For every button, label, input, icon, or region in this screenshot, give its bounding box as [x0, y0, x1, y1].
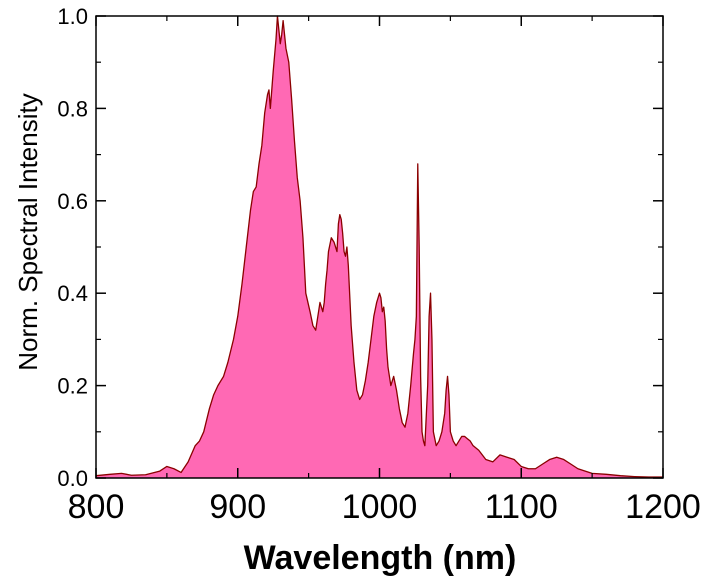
y-tick-label: 0.6 — [57, 189, 88, 214]
spectrum-line-0 — [95, 15, 663, 478]
y-tick-label: 0.2 — [57, 374, 88, 399]
plot-area — [95, 15, 663, 478]
x-tick-label: 900 — [209, 488, 266, 526]
spectrum-area-0 — [96, 16, 663, 478]
x-tick-label: 1100 — [485, 488, 558, 526]
x-axis-title: Wavelength (nm) — [244, 539, 517, 577]
y-axis-title: Norm. Spectral Intensity — [13, 93, 43, 370]
tick-labels: 800 900 1000 1100 1200 0.0 0.2 0.4 0.6 0.8 1.0 — [57, 4, 700, 526]
x-tick-label: 1000 — [342, 488, 418, 526]
x-tick-label: 800 — [68, 488, 125, 526]
y-tick-label: 1.0 — [57, 4, 88, 29]
y-tick-label: 0.8 — [57, 96, 88, 121]
axes — [95, 15, 664, 479]
x-tick-label: 1200 — [625, 488, 701, 526]
y-tick-label: 0.4 — [57, 281, 88, 306]
y-tick-label: 0.0 — [57, 466, 88, 491]
